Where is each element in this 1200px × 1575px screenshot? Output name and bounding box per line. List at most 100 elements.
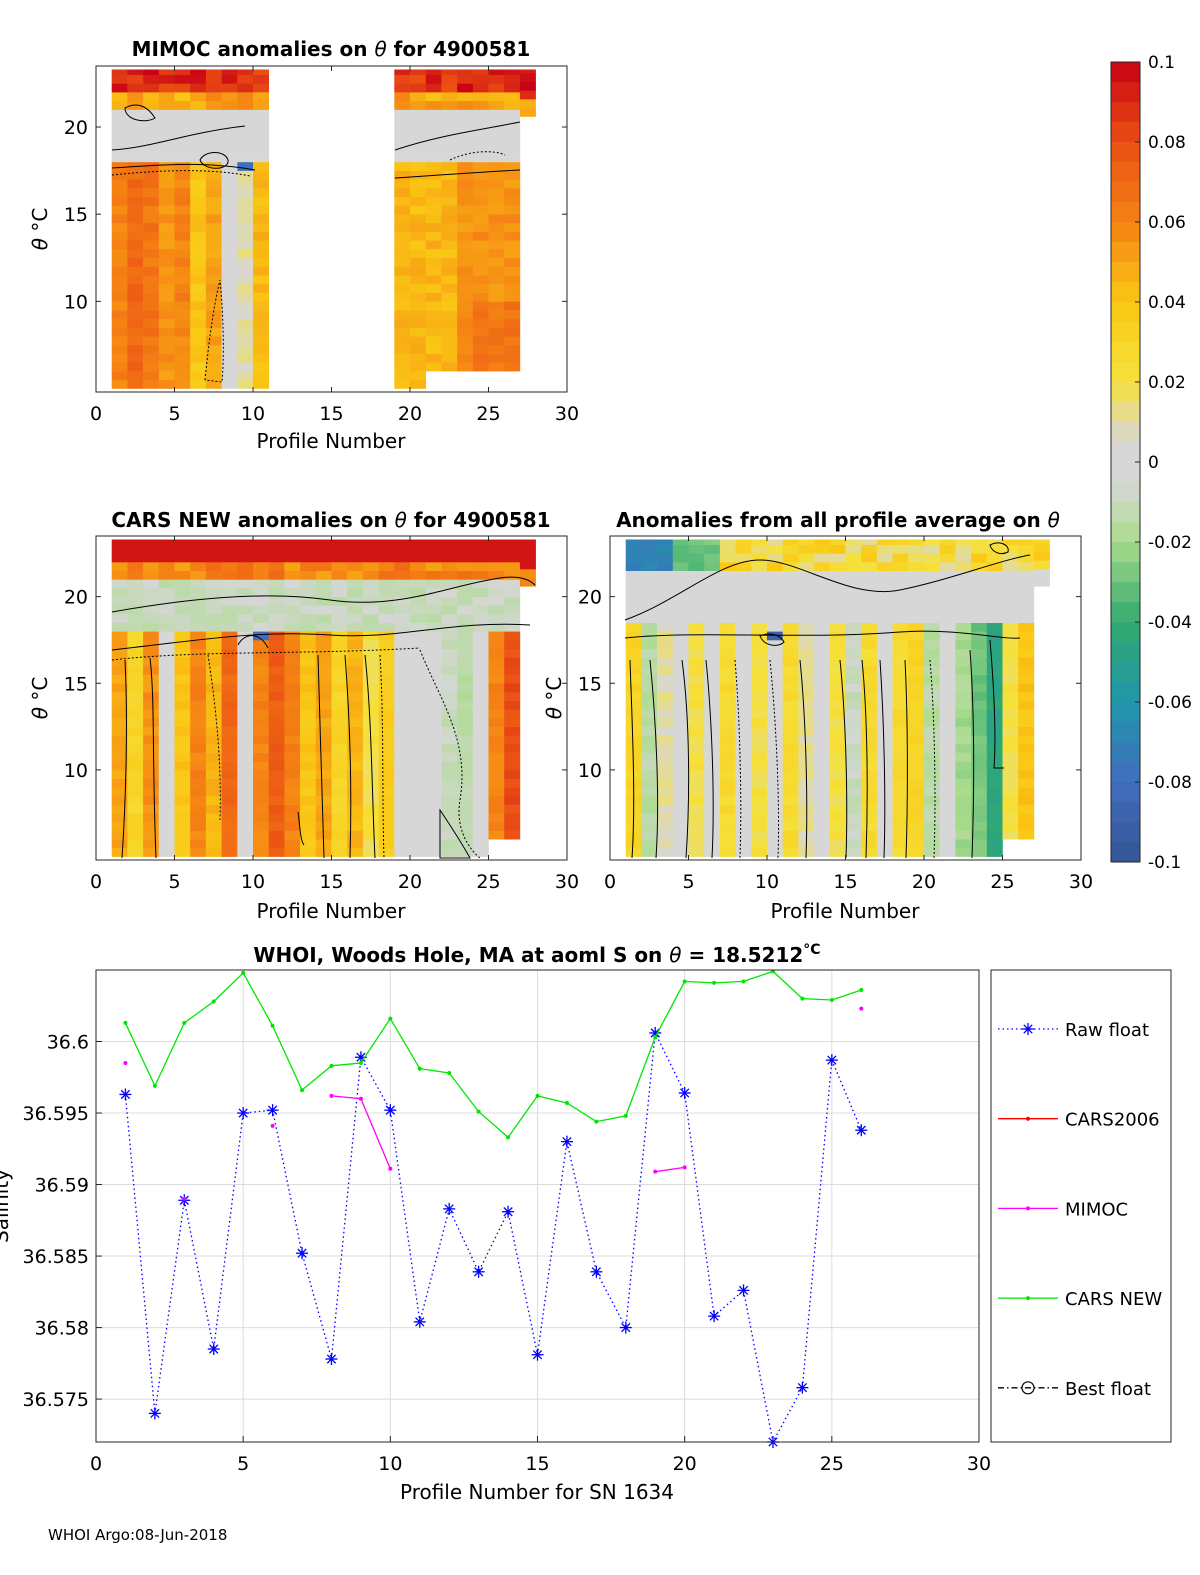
mimoc-cell [425, 118, 442, 128]
mimoc-cell [394, 310, 411, 320]
average-cell [767, 588, 783, 597]
cars-cell [425, 614, 442, 623]
cars-cell [457, 743, 474, 753]
average-cell [908, 813, 925, 823]
mimoc-cell [221, 292, 238, 302]
cars-cell [143, 830, 160, 840]
cars-cell [268, 813, 285, 823]
mimoc-cell [425, 283, 442, 293]
cars-cell [441, 596, 458, 606]
cars-cell [347, 787, 364, 797]
cars-cell [347, 778, 364, 788]
mimoc-cell [457, 100, 474, 110]
cars-cell [472, 787, 489, 797]
mimoc-cell [410, 74, 426, 84]
average-cell [688, 640, 705, 649]
mimoc-cell [111, 231, 128, 241]
mimoc-cell [253, 266, 269, 276]
cars-cell [441, 631, 458, 641]
average-cell [767, 769, 783, 779]
average-cell [1018, 795, 1035, 805]
cars-cell [394, 804, 411, 814]
average-cell [719, 588, 736, 597]
average-cell [939, 605, 956, 615]
cars-cell [205, 700, 222, 710]
average-cell [767, 778, 783, 788]
average-cell [641, 588, 658, 597]
cars-cell [111, 691, 128, 701]
mimoc-cell [237, 353, 254, 363]
average-cell [939, 847, 956, 857]
mimoc-cell [111, 310, 128, 320]
mimoc-cell [174, 196, 191, 206]
average-cell [971, 735, 988, 745]
average-cell [657, 752, 674, 762]
cars-cell [300, 588, 317, 597]
mimoc-cell [190, 222, 207, 232]
mimoc-cell [457, 240, 474, 250]
average-cell [657, 657, 674, 667]
cars-cell [268, 570, 285, 580]
average-cell [782, 847, 799, 857]
cars-cell [347, 839, 364, 849]
average-cell [782, 787, 799, 797]
mimoc-cell [457, 135, 474, 145]
mimoc-cell [143, 222, 160, 232]
average-cell [986, 579, 1003, 589]
mimoc-cell [472, 196, 489, 206]
cars-cell [519, 577, 536, 587]
average-cell [688, 778, 705, 788]
average-cell [939, 752, 956, 762]
average-cell [876, 596, 893, 606]
cars-cell [127, 743, 144, 753]
cars-cell [425, 605, 442, 615]
raw-float-point-stroke [209, 1344, 219, 1354]
mimoc-cell [425, 240, 442, 250]
mimoc-cell [190, 231, 207, 241]
average-cell [1033, 560, 1050, 570]
average-cell [814, 562, 831, 571]
average-cell [767, 813, 783, 823]
average-cell [641, 648, 658, 658]
mimoc-cell [205, 310, 222, 320]
mimoc-cell [441, 161, 458, 171]
average-cell [767, 605, 783, 615]
average-cell [971, 570, 988, 580]
mimoc-cell [127, 301, 144, 311]
cars-cell [174, 804, 191, 814]
mimoc-cell [205, 240, 222, 250]
cars-cell [221, 700, 238, 710]
mimoc-cell [221, 283, 238, 293]
cars-cell [190, 588, 207, 597]
cars-cell [441, 717, 458, 727]
cars-cell [394, 743, 411, 753]
mimoc-cell [441, 292, 458, 302]
cars-cell [472, 631, 489, 641]
cars-cell [143, 579, 160, 589]
average-cell [657, 700, 674, 710]
cars-cell [425, 674, 442, 684]
mimoc-cell [441, 179, 458, 189]
cars-cell [190, 596, 207, 606]
average-cell [876, 553, 893, 563]
average-cell [782, 683, 799, 693]
cars-cell [441, 787, 458, 797]
average-cell [892, 769, 909, 779]
average-cell [939, 544, 956, 554]
cars-cell [111, 821, 128, 831]
mimoc-cell [158, 74, 175, 84]
cars-cell [268, 631, 285, 641]
cars-cell [221, 640, 238, 649]
average-cell [1018, 787, 1035, 797]
cars-cell [143, 839, 160, 849]
colorbar-tick-label: -0.1 [1148, 853, 1181, 873]
average-cell [1002, 539, 1019, 545]
average-cell [814, 631, 831, 641]
mimoc-cell [205, 127, 222, 136]
average-cell [939, 657, 956, 667]
average-cell [861, 588, 878, 597]
mimoc-cell [174, 240, 191, 250]
cars-cell [519, 560, 536, 570]
mimoc-cell [237, 161, 254, 171]
average-cell [719, 804, 736, 814]
